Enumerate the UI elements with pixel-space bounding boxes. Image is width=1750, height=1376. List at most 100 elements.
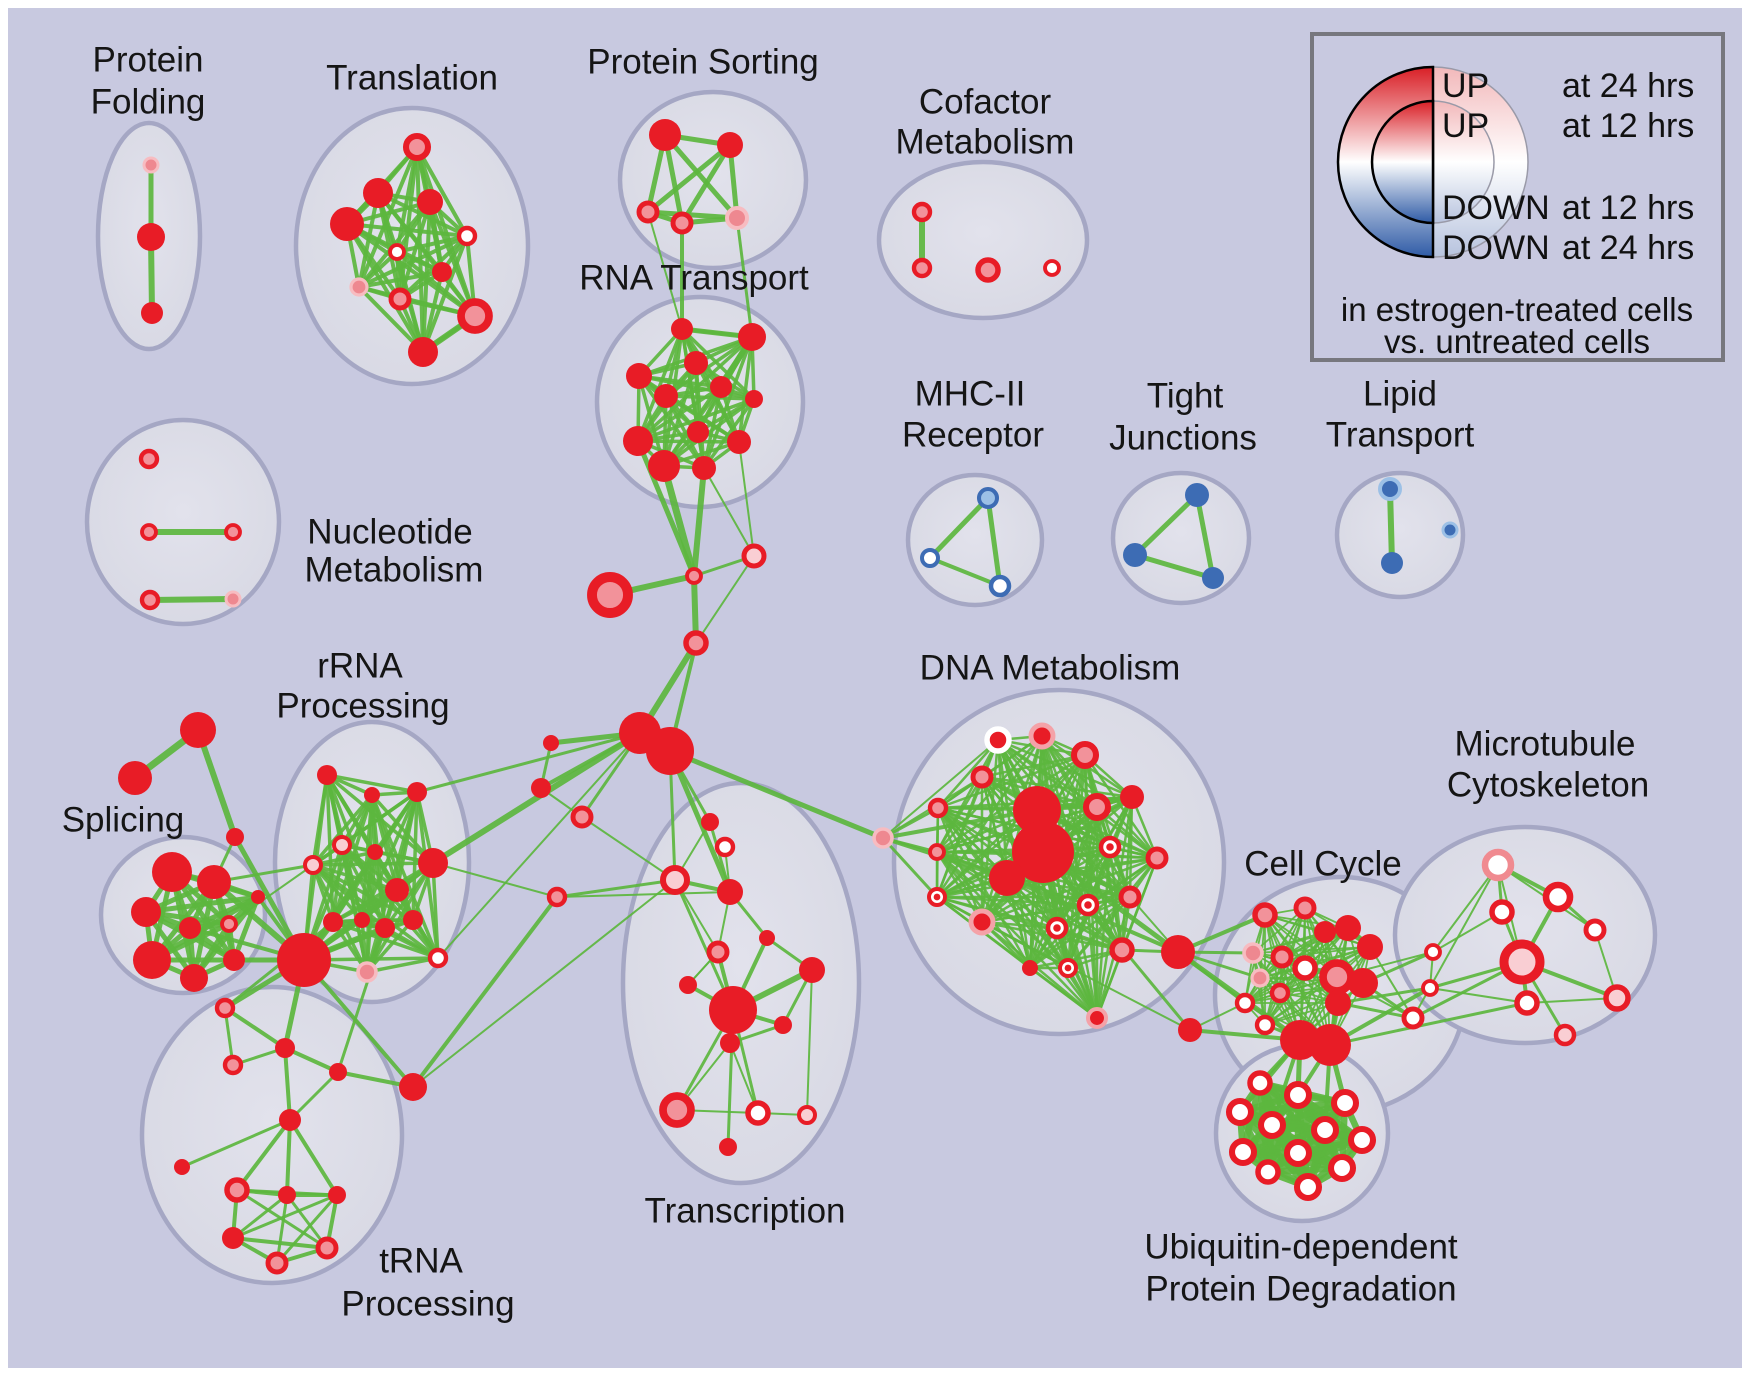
gene-node-backbone-2 bbox=[587, 572, 633, 618]
legend-box bbox=[1310, 32, 1725, 362]
edge-backbone-to-dna-metabolism bbox=[667, 748, 886, 841]
gene-node-trna-processing-3 bbox=[329, 1063, 347, 1081]
edge-splicing-triangle bbox=[195, 727, 238, 840]
edge-trna-processing bbox=[231, 1193, 339, 1240]
edge-rrna-processing bbox=[365, 956, 440, 974]
gene-node-transcription-6 bbox=[714, 836, 736, 858]
gene-node-rna-transport-11 bbox=[692, 456, 716, 480]
cluster-protein-sorting-ellipse bbox=[617, 89, 809, 271]
edge-trna-processing bbox=[288, 1070, 340, 1122]
gene-node-cofactor-metabolism-3 bbox=[1043, 259, 1061, 277]
gene-node-transcription-2 bbox=[570, 805, 594, 829]
edge-dna-metabolism bbox=[882, 739, 999, 839]
gene-node-backbone-5 bbox=[646, 727, 694, 775]
gene-node-rna-transport-3 bbox=[626, 363, 652, 389]
gene-node-translation-8 bbox=[388, 287, 412, 311]
gene-node-cell-cycle-16 bbox=[1325, 990, 1351, 1016]
legend-direction-2: DOWN bbox=[1442, 189, 1550, 227]
cluster-label-ubiquitin-degradation-0: Ubiquitin-dependent bbox=[1144, 1227, 1458, 1266]
edge-dna-metabolism bbox=[935, 850, 1099, 1020]
legend-time-3: at 24 hrs bbox=[1562, 229, 1694, 267]
cluster-label-mhc-ii-receptor-0: MHC-II bbox=[915, 374, 1026, 413]
gene-node-transcription-17 bbox=[797, 1105, 817, 1125]
gene-node-translation-10 bbox=[408, 337, 438, 367]
gene-node-dna-metabolism-20 bbox=[1022, 960, 1038, 976]
edge-rna-transport bbox=[702, 335, 754, 470]
gene-node-translation-4 bbox=[456, 225, 478, 247]
gene-node-rrna-processing-5 bbox=[367, 844, 383, 860]
gene-node-transcription-4 bbox=[701, 813, 719, 831]
gene-node-mhc-ii-receptor-2 bbox=[988, 574, 1012, 598]
edge-trna-processing bbox=[285, 1118, 292, 1197]
edge-rrna-processing bbox=[431, 861, 440, 960]
edge-dna-metabolism bbox=[1055, 926, 1099, 1020]
legend-time-1: at 12 hrs bbox=[1562, 107, 1694, 145]
cluster-label-lipid-transport-1: Transport bbox=[1326, 415, 1475, 454]
edge-dna-metabolism bbox=[881, 836, 939, 899]
edge-protein-sorting-to-rna-transport bbox=[735, 216, 754, 339]
edge-rna-transport-to-backbone bbox=[738, 441, 755, 557]
edge-trna-processing bbox=[223, 1006, 287, 1050]
cluster-label-microtubule-cytoskeleton-0: Microtubule bbox=[1455, 724, 1636, 763]
edge-rna-transport bbox=[737, 335, 754, 444]
legend-time-0: at 24 hrs bbox=[1562, 67, 1694, 105]
edge-transcription bbox=[581, 816, 676, 881]
gene-node-rrna-processing-13 bbox=[427, 947, 449, 969]
gene-node-translation-5 bbox=[388, 243, 406, 261]
edge-dna-metabolism bbox=[980, 903, 1090, 924]
gene-node-transcription-0 bbox=[543, 735, 559, 751]
edge-translation bbox=[415, 145, 425, 354]
edge-tight-junctions bbox=[1132, 492, 1200, 558]
edge-rna-transport bbox=[636, 385, 723, 443]
edge-lipid-transport bbox=[1387, 486, 1395, 566]
edge-tight-junctions bbox=[1132, 552, 1216, 581]
edge-trna-processing bbox=[235, 1118, 292, 1192]
gene-node-dna-metabolism-19 bbox=[1109, 937, 1135, 963]
cluster-label-protein-folding-1: Folding bbox=[91, 82, 206, 121]
gene-node-translation-2 bbox=[417, 189, 443, 215]
gene-node-cell-cycle-14 bbox=[1234, 992, 1256, 1014]
edge-rrna-processing-to-trna-processing bbox=[302, 958, 415, 1089]
gene-node-ubiquitin-degradation-2 bbox=[1330, 1088, 1360, 1118]
edge-translation bbox=[345, 222, 469, 238]
gene-node-protein-folding-1 bbox=[137, 223, 165, 251]
gene-node-rrna-processing-7 bbox=[385, 878, 409, 902]
gene-node-mhc-ii-receptor-0 bbox=[976, 486, 1000, 510]
edge-rrna-processing bbox=[311, 793, 374, 867]
edge-rna-transport bbox=[636, 439, 741, 444]
gene-node-transcription-10 bbox=[679, 976, 697, 994]
gene-node-cell-cycle-8 bbox=[1270, 945, 1294, 969]
edge-rrna-processing bbox=[325, 773, 335, 924]
edge-rna-transport-to-backbone bbox=[691, 465, 707, 579]
gene-node-splicing-triangle-1 bbox=[118, 761, 152, 795]
gene-node-protein-sorting-2 bbox=[636, 200, 660, 224]
edge-translation bbox=[415, 145, 469, 238]
gene-node-cell-cycle-10 bbox=[1319, 959, 1355, 995]
gene-node-rna-transport-9 bbox=[623, 426, 653, 456]
gene-node-rna-transport-4 bbox=[654, 384, 678, 408]
edge-rna-transport-to-backbone bbox=[703, 467, 755, 557]
edge-rna-transport bbox=[637, 374, 706, 470]
edge-dna-metabolism bbox=[980, 920, 1099, 1020]
gene-node-mhc-ii-receptor-1 bbox=[920, 548, 940, 568]
gene-node-dna-metabolism-22 bbox=[1085, 1006, 1109, 1030]
edge-transcription bbox=[555, 878, 677, 899]
gene-node-microtubule-cytoskeleton-6 bbox=[1421, 979, 1439, 997]
cluster-label-tight-junctions-1: Junctions bbox=[1109, 418, 1257, 457]
gene-node-tight-junctions-1 bbox=[1123, 543, 1147, 567]
gene-node-rna-transport-2 bbox=[684, 351, 708, 375]
edge-trna-processing bbox=[231, 1193, 289, 1240]
cluster-mhc-ii-receptor-ellipse bbox=[905, 472, 1045, 608]
edge-splicing bbox=[143, 894, 261, 915]
gene-node-dna-metabolism-8 bbox=[928, 843, 946, 861]
edge-translation bbox=[345, 222, 425, 354]
cluster-label-microtubule-cytoskeleton-1: Cytoskeleton bbox=[1447, 765, 1649, 804]
gene-node-trna-processing-10 bbox=[222, 1227, 244, 1249]
cluster-label-nucleotide-metabolism-1: Metabolism bbox=[305, 550, 484, 589]
gene-node-rrna-processing-10 bbox=[375, 918, 395, 938]
edge-rna-transport bbox=[702, 385, 723, 470]
gene-node-ubiquitin-degradation-6 bbox=[1347, 1125, 1377, 1155]
edge-microtubule-cytoskeleton bbox=[1429, 987, 1528, 1004]
edge-dna-metabolism bbox=[1086, 903, 1099, 1020]
edge-rna-transport bbox=[680, 327, 756, 401]
